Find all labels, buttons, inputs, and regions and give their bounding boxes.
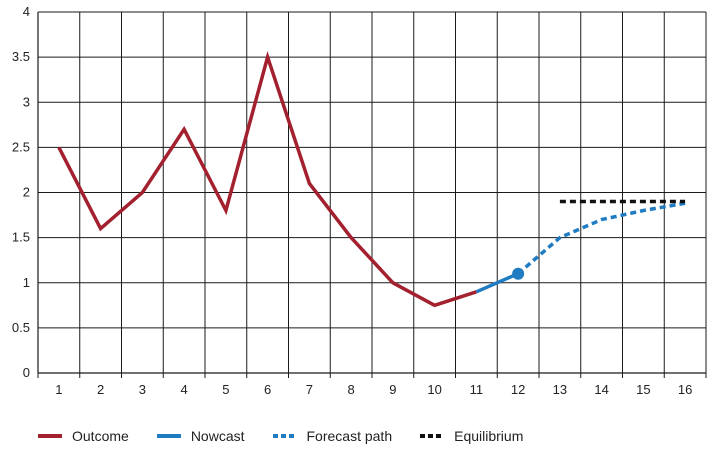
x-tick-label: 11 <box>470 382 484 397</box>
y-tick-label: 1.5 <box>12 230 30 245</box>
legend: Outcome Nowcast Forecast path Equilibriu… <box>38 424 551 448</box>
x-tick-label: 10 <box>427 382 441 397</box>
y-tick-label: 4 <box>23 4 30 19</box>
x-tick-label: 2 <box>97 382 104 397</box>
y-tick-label: 0 <box>23 365 30 380</box>
legend-label-outcome: Outcome <box>72 428 129 444</box>
x-tick-label: 15 <box>636 382 650 397</box>
y-tick-label: 2.5 <box>12 139 30 154</box>
y-tick-label: 3.5 <box>12 49 30 64</box>
x-tick-label: 7 <box>306 382 313 397</box>
x-tick-label: 5 <box>222 382 229 397</box>
legend-item-equilibrium: Equilibrium <box>420 428 523 444</box>
legend-label-forecast-path: Forecast path <box>307 428 393 444</box>
y-tick-label: 0.5 <box>12 320 30 335</box>
legend-swatch-forecast-path <box>273 433 297 439</box>
y-tick-label: 1 <box>23 275 30 290</box>
y-tick-label: 2 <box>23 185 30 200</box>
x-tick-label: 12 <box>511 382 525 397</box>
x-tick-label: 3 <box>139 382 146 397</box>
x-tick-label: 1 <box>55 382 62 397</box>
legend-swatch-outcome <box>38 433 62 439</box>
legend-item-forecast-path: Forecast path <box>273 428 393 444</box>
legend-item-outcome: Outcome <box>38 428 129 444</box>
x-tick-label: 9 <box>389 382 396 397</box>
chart: 00.511.522.533.541 2 3 4 5 6 7 8 9 10 11 12 13 14 15 16 <box>0 0 717 420</box>
x-tick-label: 14 <box>594 382 608 397</box>
x-tick-label: 16 <box>678 382 692 397</box>
x-tick-label: 13 <box>553 382 567 397</box>
legend-swatch-equilibrium <box>420 433 444 439</box>
x-tick-label: 8 <box>348 382 355 397</box>
legend-swatch-nowcast <box>157 433 181 439</box>
x-tick-label: 4 <box>181 382 188 397</box>
legend-label-equilibrium: Equilibrium <box>454 428 523 444</box>
x-tick-label: 6 <box>264 382 271 397</box>
series-line-forecast-path <box>518 203 685 273</box>
legend-item-nowcast: Nowcast <box>157 428 245 444</box>
y-tick-label: 3 <box>23 94 30 109</box>
grid <box>38 12 706 373</box>
legend-label-nowcast: Nowcast <box>191 428 245 444</box>
